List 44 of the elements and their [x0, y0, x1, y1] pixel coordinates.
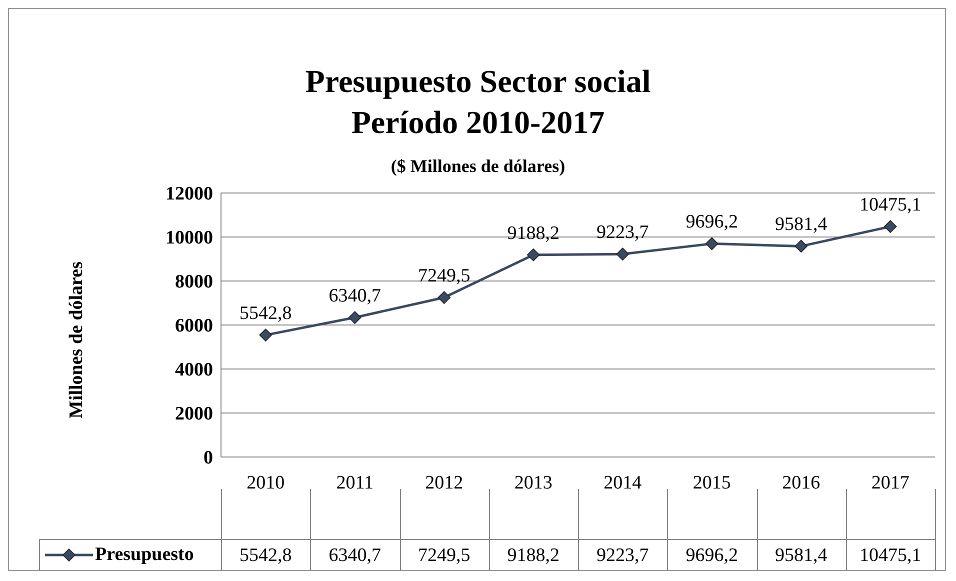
x-tick-label: 2011 [336, 472, 374, 494]
text: 7249,5 [418, 266, 470, 287]
y-tick-label: 2000 [175, 404, 213, 425]
point [884, 220, 897, 233]
y-axis-title: Millones de dólares [66, 260, 88, 420]
point [705, 237, 718, 250]
point [348, 311, 362, 324]
y-tick-label: 0 [204, 448, 213, 469]
data-label: 9696,2 [684, 545, 739, 567]
text: 9696,2 [686, 212, 738, 233]
text: 9581,4 [775, 214, 828, 236]
text: 9223,7 [596, 222, 649, 244]
point [438, 291, 451, 304]
text: 5542,8 [240, 303, 292, 324]
data-label: 7249,5 [417, 545, 472, 567]
text: 10475,1 [860, 194, 922, 216]
data-label: 9188,2 [506, 545, 560, 567]
legend-label: Presupuesto [95, 544, 194, 566]
data-label: 9223,7 [596, 545, 650, 567]
text: 6340,7 [328, 286, 381, 307]
point [616, 248, 630, 260]
x-tick-label: 2010 [246, 472, 285, 494]
point [259, 328, 272, 342]
x-tick-label: 2013 [514, 472, 552, 494]
x-tick-label: 2016 [782, 472, 820, 494]
y-tick-label: 12000 [166, 184, 213, 205]
x-tick-label: 2014 [604, 472, 642, 494]
y-tick-label: 4000 [175, 360, 213, 381]
data-label: 5542,8 [238, 545, 293, 567]
y-tick-label: 8000 [175, 272, 213, 293]
point [794, 240, 808, 253]
point [526, 248, 540, 262]
y-tick-label: 10000 [166, 228, 213, 249]
text: 9188,2 [507, 222, 560, 244]
data-label: 9581,4 [774, 545, 828, 567]
x-tick-label: 2015 [692, 472, 731, 494]
chart-title: Presupuesto Sector social [304, 62, 652, 101]
text: ($ Millones de dólares) [390, 156, 566, 177]
y-tick-label: 6000 [175, 316, 213, 337]
x-tick-label: 2017 [871, 472, 910, 494]
chart-subtitle: Período 2010-2017 [350, 103, 606, 142]
x-tick-label: 2012 [425, 472, 464, 494]
data-label: 10475,1 [858, 545, 922, 567]
data-label: 6340,7 [328, 545, 382, 567]
